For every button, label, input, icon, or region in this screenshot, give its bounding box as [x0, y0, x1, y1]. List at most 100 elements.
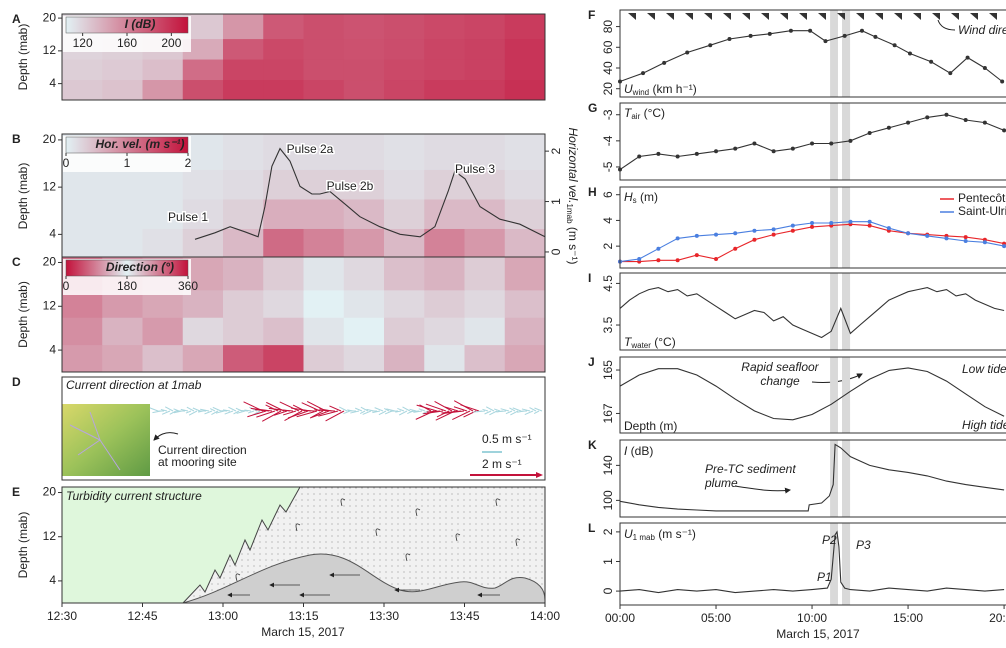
heatmap-cell — [424, 38, 465, 60]
current-arrow — [476, 410, 486, 413]
heatmap-cell — [182, 59, 224, 81]
heatmap-cell — [102, 198, 143, 229]
y-tick-label: 20 — [43, 255, 57, 269]
current-arrow — [279, 401, 300, 412]
current-arrow — [378, 410, 387, 416]
inset-map — [62, 404, 150, 476]
data-point — [790, 228, 795, 233]
panel-label: J — [588, 355, 595, 369]
highlight-band — [841, 10, 851, 97]
wind-direction-marker — [685, 13, 693, 20]
heatmap-cell — [182, 79, 224, 101]
wind-direction-marker — [723, 13, 731, 20]
current-arrow — [409, 408, 417, 412]
y-tick-label: -5 — [601, 161, 615, 172]
current-arrow — [460, 404, 480, 412]
heatmap-cell — [343, 79, 385, 101]
current-arrow — [301, 402, 321, 412]
caption-arrow — [153, 432, 179, 441]
label-part: 1mab — [565, 204, 574, 225]
heatmap-cell — [424, 257, 465, 291]
heatmap-cell — [182, 228, 224, 259]
current-arrow — [509, 407, 516, 412]
label-part: s — [633, 196, 637, 205]
data-line — [619, 367, 1005, 421]
label-part: Horizontal vel. — [566, 127, 580, 203]
heatmap-cell — [303, 289, 345, 318]
y-tick-label: 4.5 — [601, 275, 615, 292]
highlight-band — [841, 440, 851, 517]
panel-label: G — [588, 101, 597, 115]
current-arrow — [233, 410, 240, 415]
colorbar-tick-label: 180 — [117, 279, 137, 293]
x-tick-label: 15:00 — [893, 611, 923, 625]
annotation: Low tide — [962, 362, 1006, 376]
current-arrow — [239, 409, 249, 412]
current-arrow — [444, 406, 459, 412]
y-tick-label: 60 — [601, 40, 615, 54]
heatmap-cell — [343, 228, 385, 259]
data-point — [886, 226, 891, 231]
heatmap-cell — [102, 59, 143, 81]
y-axis-label: U1 mab (m s⁻¹) — [624, 527, 696, 542]
data-point — [637, 154, 642, 159]
heatmap-cell — [504, 169, 546, 200]
wind-direction-marker — [799, 13, 807, 20]
heatmap-cell — [263, 317, 304, 346]
heatmap-cell — [343, 257, 385, 291]
y-tick-label: 20 — [43, 485, 57, 499]
heatmap-cell — [424, 228, 465, 259]
current-arrow — [395, 410, 402, 413]
y-axis-label: Depth (mab) — [16, 281, 30, 348]
data-point — [948, 71, 953, 76]
data-point — [842, 33, 847, 38]
current-arrow — [418, 408, 426, 412]
label-part: 1 mab — [633, 533, 656, 542]
current-arrow — [311, 410, 324, 418]
y-tick-label: 20 — [43, 132, 57, 146]
data-point — [771, 227, 776, 232]
panel-label: D — [12, 375, 21, 389]
y-tick-label: 2 — [601, 242, 615, 249]
y-tick-label: 4 — [49, 227, 56, 241]
heatmap-cell — [504, 14, 546, 40]
x-tick-label: 13:30 — [369, 609, 399, 623]
label-part: T — [624, 106, 633, 120]
wind-direction-marker — [913, 13, 921, 20]
wind-direction-marker — [780, 13, 788, 20]
y-tick-label: 12 — [43, 529, 57, 543]
y-axis-label: Twater (°C) — [624, 335, 676, 350]
y-tick-label: 4 — [49, 573, 56, 587]
heatmap-cell — [504, 134, 546, 170]
y-tick-label: 4 — [49, 342, 56, 356]
data-point — [675, 236, 680, 241]
y-tick-label: 12 — [43, 179, 57, 193]
current-arrow — [318, 410, 339, 417]
heatmap-cell — [62, 79, 103, 101]
current-arrow — [343, 410, 351, 415]
colorbar-tick-label: 1 — [124, 156, 131, 170]
heatmap-cell — [303, 344, 345, 373]
y2-tick-label: 1 — [549, 198, 563, 205]
label-part: U — [624, 82, 633, 96]
data-point — [892, 43, 897, 48]
annotation: P3 — [856, 538, 871, 552]
data-point — [708, 43, 713, 48]
heatmap-cell — [343, 38, 385, 60]
x-axis-label: March 15, 2017 — [776, 627, 860, 641]
label-part: air — [631, 112, 640, 121]
data-point — [662, 60, 667, 65]
heatmap-cell — [343, 317, 385, 346]
data-point — [982, 240, 987, 245]
data-point — [982, 66, 987, 70]
data-point — [733, 246, 738, 251]
highlight-band — [841, 523, 851, 605]
heatmap-cell — [464, 14, 506, 40]
heatmap-cell — [384, 38, 425, 60]
heatmap-cell — [303, 317, 345, 346]
current-arrow — [244, 409, 252, 412]
current-arrow — [149, 407, 159, 412]
heatmap-cell — [223, 344, 264, 373]
data-point — [867, 131, 872, 136]
panel-frame — [619, 439, 1006, 518]
